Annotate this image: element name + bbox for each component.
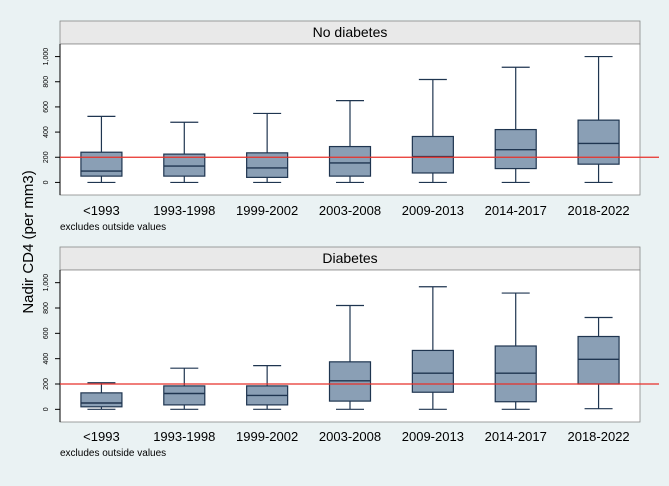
panel-1-category-label: <1993 (83, 203, 120, 218)
panel-1-ytick-label: 600 (43, 101, 50, 113)
panel-2-category-label: 2009-2013 (402, 429, 464, 444)
panel-2-box (163, 385, 206, 406)
panel-2-note: excludes outside values (60, 448, 166, 459)
panel-2-ytick-label: 200 (43, 378, 50, 390)
panel-2-category-label: 2014-2017 (485, 429, 547, 444)
panel-1-category-label: 2009-2013 (402, 203, 464, 218)
panel-2-ytick-label: 400 (43, 353, 50, 365)
y-axis-label: Nadir CD4 (per mm3) (20, 170, 37, 313)
panel-1-box (163, 153, 206, 177)
panel-2-ytick-label: 600 (43, 327, 50, 339)
panel-1-category-label: 2014-2017 (485, 203, 547, 218)
panel-1-box (246, 152, 289, 178)
panel-2-box (577, 335, 620, 385)
panel-2-ytick-label: 0 (43, 407, 50, 411)
panel-1-box (411, 135, 454, 174)
panel-1-note: excludes outside values (60, 222, 166, 233)
panel-1-box (328, 145, 372, 177)
panel-1-category-label: 2018-2022 (567, 203, 629, 218)
panel-2-category-label: <1993 (83, 429, 120, 444)
panel-2-title: Diabetes (322, 250, 377, 266)
panel-2-ytick-label: 800 (43, 302, 50, 314)
panel-2-ytick-label: 1,000 (43, 274, 50, 292)
panel-1-category-label: 2003-2008 (319, 203, 381, 218)
panel-1-box (80, 151, 123, 177)
panel-2-category-label: 2003-2008 (319, 429, 381, 444)
panel-1-ytick-label: 400 (43, 126, 50, 138)
panel-1-ytick-label: 200 (43, 151, 50, 163)
panel-1-category-label: 1999-2002 (236, 203, 298, 218)
panel-2-box (411, 349, 454, 393)
panel-2-box (80, 392, 123, 408)
panel-1-ytick-label: 800 (43, 76, 50, 88)
panel-1-title: No diabetes (313, 24, 388, 40)
panel-1-ytick-label: 0 (43, 180, 50, 184)
panel-2-category-label: 1993-1998 (153, 429, 215, 444)
panel-1-category-label: 1993-1998 (153, 203, 215, 218)
panel-2-category-label: 1999-2002 (236, 429, 298, 444)
panel-2-category-label: 2018-2022 (567, 429, 629, 444)
panel-1-ytick-label: 1,000 (43, 48, 50, 66)
